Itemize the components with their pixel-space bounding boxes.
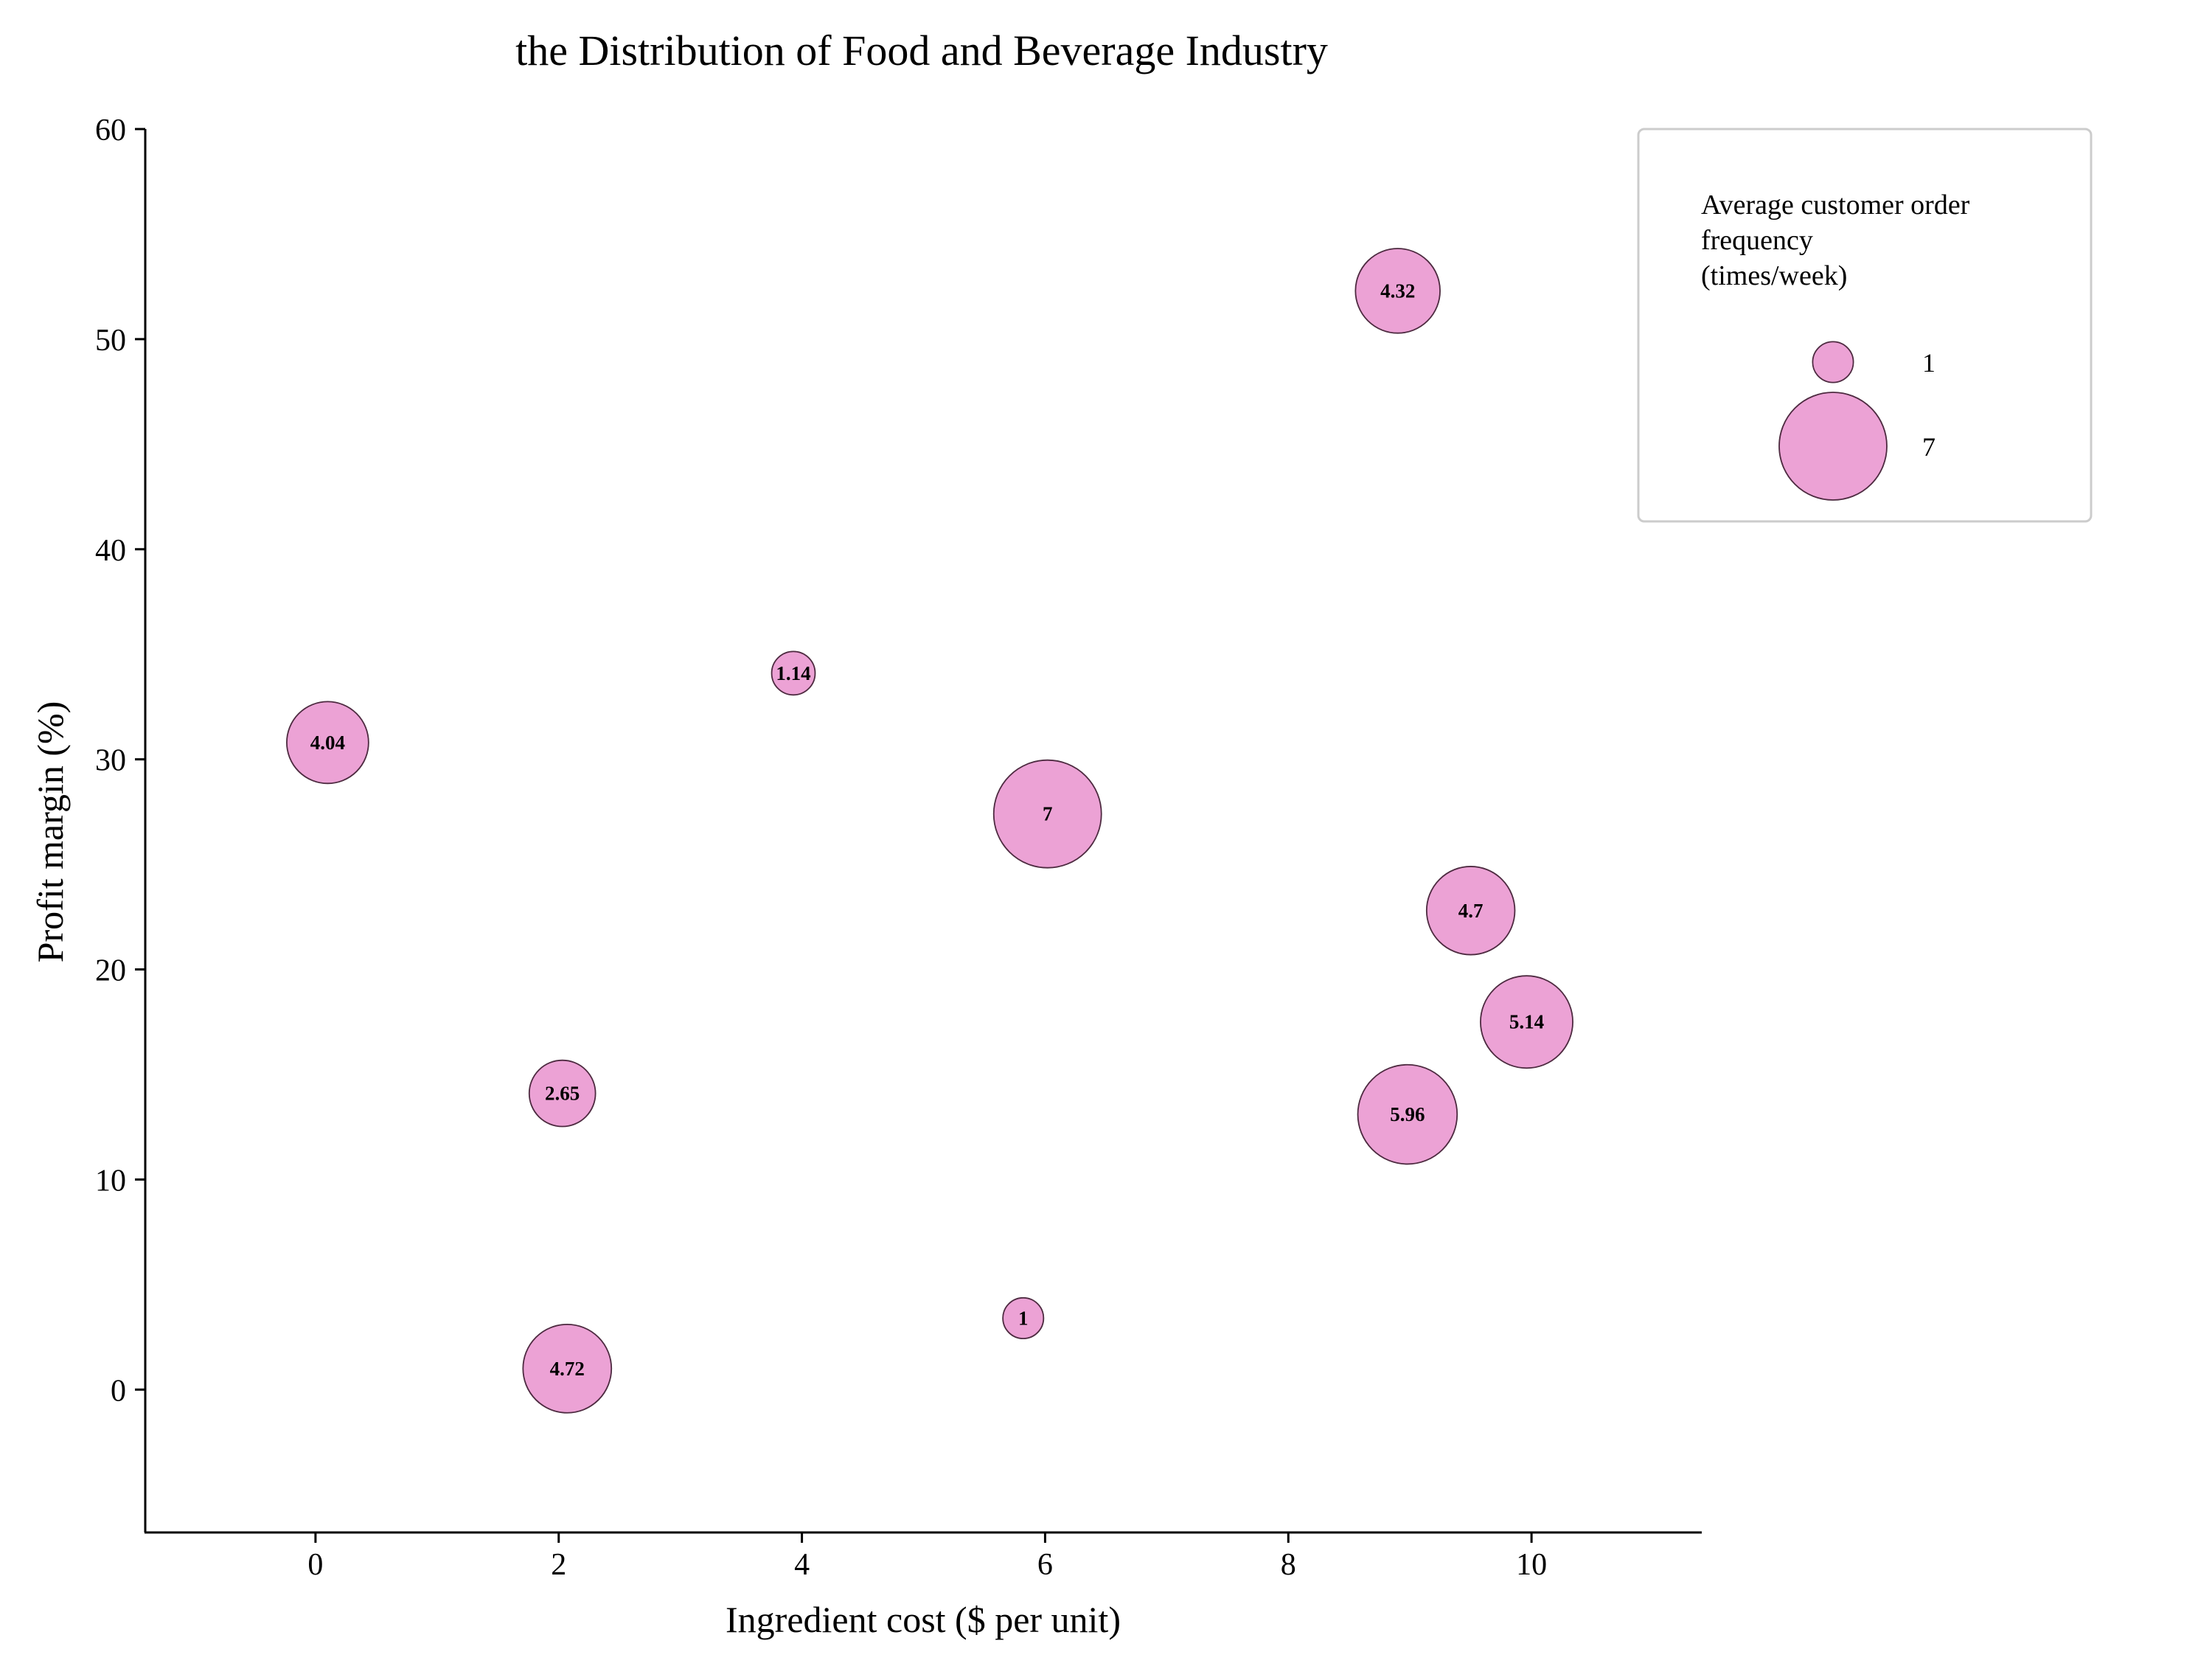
y-tick-label: 20 — [95, 954, 126, 988]
y-axis-label: Profit margin (%) — [29, 701, 71, 963]
bubble-label: 4.7 — [1458, 900, 1484, 922]
legend-label: 1 — [1922, 348, 1935, 378]
y-tick-label: 40 — [95, 534, 126, 568]
x-tick-label: 4 — [794, 1548, 810, 1582]
bubble-label: 4.04 — [310, 732, 345, 754]
bubble-point — [1002, 1296, 1045, 1339]
bubble-point — [771, 650, 816, 696]
bubble-series: 4.04 1.14 4.32 7 4.7 5.14 2.65 5.96 1 4.72 — [286, 248, 1573, 1414]
y-tick-label: 50 — [95, 324, 126, 358]
x-tick-label: 6 — [1037, 1548, 1053, 1582]
bubble-label: 4.32 — [1380, 280, 1415, 302]
bubble-label: 7 — [1043, 803, 1053, 825]
bubble-point — [1354, 248, 1441, 334]
y-ticks: 0 10 20 30 40 50 60 — [95, 114, 145, 1408]
y-tick-label: 10 — [95, 1164, 126, 1198]
x-tick-label: 10 — [1516, 1548, 1547, 1582]
x-tick-label: 0 — [307, 1548, 323, 1582]
bubble-point — [522, 1323, 613, 1414]
legend-marker — [1778, 392, 1888, 501]
bubble-point — [1480, 975, 1573, 1069]
bubble-point — [1357, 1063, 1458, 1165]
bubble-point — [1425, 866, 1516, 956]
y-tick-label: 60 — [95, 114, 126, 147]
bubble-point — [286, 701, 369, 785]
chart-title: the Distribution of Food and Beverage In… — [515, 27, 1328, 74]
axes: 0 2 4 6 8 10 0 10 20 30 40 50 60 — [95, 114, 1702, 1582]
legend-title: Average customer order frequency (times/we… — [1701, 190, 1970, 291]
x-ticks: 0 2 4 6 8 10 — [307, 1532, 1547, 1582]
bubble-label: 5.14 — [1509, 1011, 1544, 1033]
legend-title-line: (times/week) — [1701, 260, 1847, 291]
x-tick-label: 2 — [551, 1548, 566, 1582]
bubble-label: 2.65 — [545, 1083, 580, 1105]
x-tick-label: 8 — [1281, 1548, 1296, 1582]
legend-label: 7 — [1922, 432, 1935, 462]
bubble-label: 1.14 — [776, 662, 810, 684]
bubble-label: 4.72 — [550, 1358, 585, 1380]
bubble-point — [528, 1059, 597, 1128]
legend-entries: 17 — [1778, 341, 1935, 501]
y-tick-label: 30 — [95, 744, 126, 778]
y-tick-label: 0 — [111, 1374, 126, 1408]
x-axis-label: Ingredient cost ($ per unit) — [726, 1599, 1121, 1640]
legend-marker — [1812, 341, 1854, 383]
legend-frame — [1637, 128, 2093, 523]
bubble-label: 5.96 — [1390, 1103, 1425, 1125]
bubble-label: 1 — [1018, 1307, 1029, 1329]
bubble-point — [992, 759, 1102, 869]
legend-title-line: frequency — [1701, 225, 1813, 256]
legend-title-line: Average customer order — [1701, 190, 1970, 221]
legend: Average customer order frequency (times/we… — [1637, 128, 2093, 523]
